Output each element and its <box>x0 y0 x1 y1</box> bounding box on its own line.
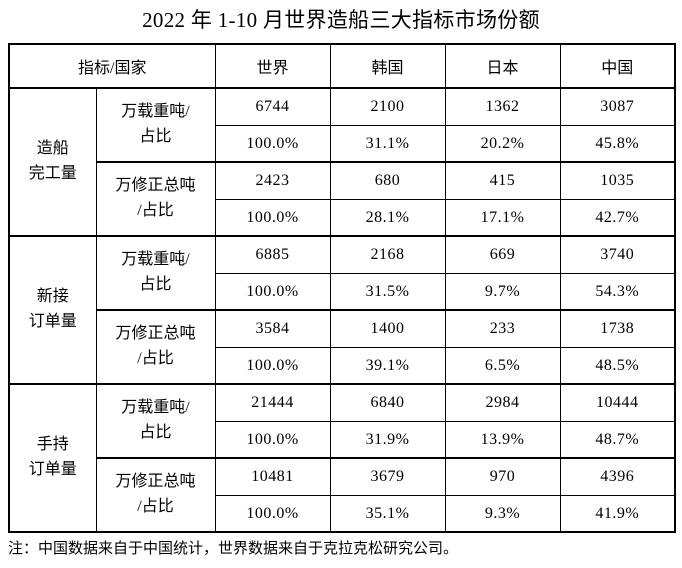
value-cell: 1362 <box>444 87 561 126</box>
share-cell: 41.9% <box>559 494 676 533</box>
table-row: 万修正总吨 /占比 10481 3679 970 4396 <box>9 457 676 533</box>
share-cell: 100.0% <box>214 420 331 459</box>
table-row: 100.0% 35.1% 9.3% 41.9% <box>9 494 676 533</box>
table-row: 100.0% 31.9% 13.9% 48.7% <box>9 420 676 459</box>
header-row: 指标/国家 世界 韩国 日本 中国 <box>8 43 676 90</box>
share-cell: 31.5% <box>329 272 446 311</box>
share-cell: 17.1% <box>444 198 561 237</box>
table-row: 100.0% 39.1% 6.5% 48.5% <box>9 346 676 385</box>
table-row: 100.0% 28.1% 17.1% 42.7% <box>9 198 676 237</box>
table-row: 新接 订单量 万载重吨/ 占比 6885 2168 669 3740 <box>8 235 676 385</box>
value-cell: 21444 <box>214 383 331 422</box>
value-cell: 10481 <box>214 457 331 496</box>
table-row: 万修正总吨 /占比 2423 680 415 1035 <box>9 161 676 237</box>
value-cell: 1035 <box>559 161 676 200</box>
table-row: 100.0% 31.1% 20.2% 45.8% <box>9 124 676 163</box>
value-cell: 2984 <box>444 383 561 422</box>
value-cell: 1400 <box>329 309 446 348</box>
value-cell: 6885 <box>214 235 331 274</box>
country-header-world: 世界 <box>214 43 331 90</box>
metric-label-cell: 万载重吨/ 占比 <box>95 235 216 311</box>
value-cell: 10444 <box>559 383 676 422</box>
value-cell: 3740 <box>559 235 676 274</box>
value-cell: 2423 <box>214 161 331 200</box>
value-cell: 3679 <box>329 457 446 496</box>
value-cell: 2168 <box>329 235 446 274</box>
table-row: 万修正总吨 /占比 3584 1400 233 1738 <box>9 309 676 385</box>
share-cell: 13.9% <box>444 420 561 459</box>
value-cell: 6840 <box>329 383 446 422</box>
value-cell: 3584 <box>214 309 331 348</box>
page-title: 2022 年 1-10 月世界造船三大指标市场份额 <box>142 8 540 32</box>
share-cell: 9.7% <box>444 272 561 311</box>
value-cell: 415 <box>444 161 561 200</box>
share-cell: 100.0% <box>214 272 331 311</box>
share-cell: 100.0% <box>214 494 331 533</box>
group-label-cell: 新接 订单量 <box>8 235 97 385</box>
corner-header-cell: 指标/国家 <box>8 43 216 90</box>
share-cell: 9.3% <box>444 494 561 533</box>
share-cell: 28.1% <box>329 198 446 237</box>
value-cell: 2100 <box>329 87 446 126</box>
share-cell: 35.1% <box>329 494 446 533</box>
metric-label-cell: 万修正总吨 /占比 <box>95 457 216 533</box>
share-cell: 39.1% <box>329 346 446 385</box>
country-header-china: 中国 <box>559 43 676 90</box>
value-cell: 4396 <box>559 457 676 496</box>
value-cell: 680 <box>329 161 446 200</box>
value-cell: 6744 <box>214 87 331 126</box>
share-cell: 42.7% <box>559 198 676 237</box>
share-cell: 100.0% <box>214 198 331 237</box>
value-cell: 3087 <box>559 87 676 126</box>
value-cell: 1738 <box>559 309 676 348</box>
country-header-korea: 韩国 <box>329 43 446 90</box>
share-cell: 31.1% <box>329 124 446 163</box>
metric-label-cell: 万修正总吨 /占比 <box>95 309 216 385</box>
source-note: 注：中国数据来自于中国统计，世界数据来自于克拉克松研究公司。 <box>8 541 459 558</box>
table-row: 手持 订单量 万载重吨/ 占比 21444 6840 2984 10444 <box>8 383 676 533</box>
share-cell: 100.0% <box>214 124 331 163</box>
metric-label-cell: 万载重吨/ 占比 <box>95 87 216 163</box>
share-cell: 54.3% <box>559 272 676 311</box>
share-cell: 6.5% <box>444 346 561 385</box>
value-cell: 233 <box>444 309 561 348</box>
value-cell: 970 <box>444 457 561 496</box>
value-cell: 669 <box>444 235 561 274</box>
share-cell: 48.7% <box>559 420 676 459</box>
country-header-japan: 日本 <box>444 43 561 90</box>
share-cell: 48.5% <box>559 346 676 385</box>
table-row: 100.0% 31.5% 9.7% 54.3% <box>9 272 676 311</box>
group-label-cell: 手持 订单量 <box>8 383 97 533</box>
shipbuilding-indicators-table: 指标/国家 世界 韩国 日本 中国 造船 完工量 万载重吨/ 占比 6744 2… <box>8 43 677 534</box>
share-cell: 31.9% <box>329 420 446 459</box>
metric-label-cell: 万修正总吨 /占比 <box>95 161 216 237</box>
share-cell: 100.0% <box>214 346 331 385</box>
group-label-cell: 造船 完工量 <box>8 87 97 237</box>
share-cell: 45.8% <box>559 124 676 163</box>
metric-label-cell: 万载重吨/ 占比 <box>95 383 216 459</box>
table-row: 造船 完工量 万载重吨/ 占比 6744 2100 1362 3087 <box>8 87 676 237</box>
share-cell: 20.2% <box>444 124 561 163</box>
